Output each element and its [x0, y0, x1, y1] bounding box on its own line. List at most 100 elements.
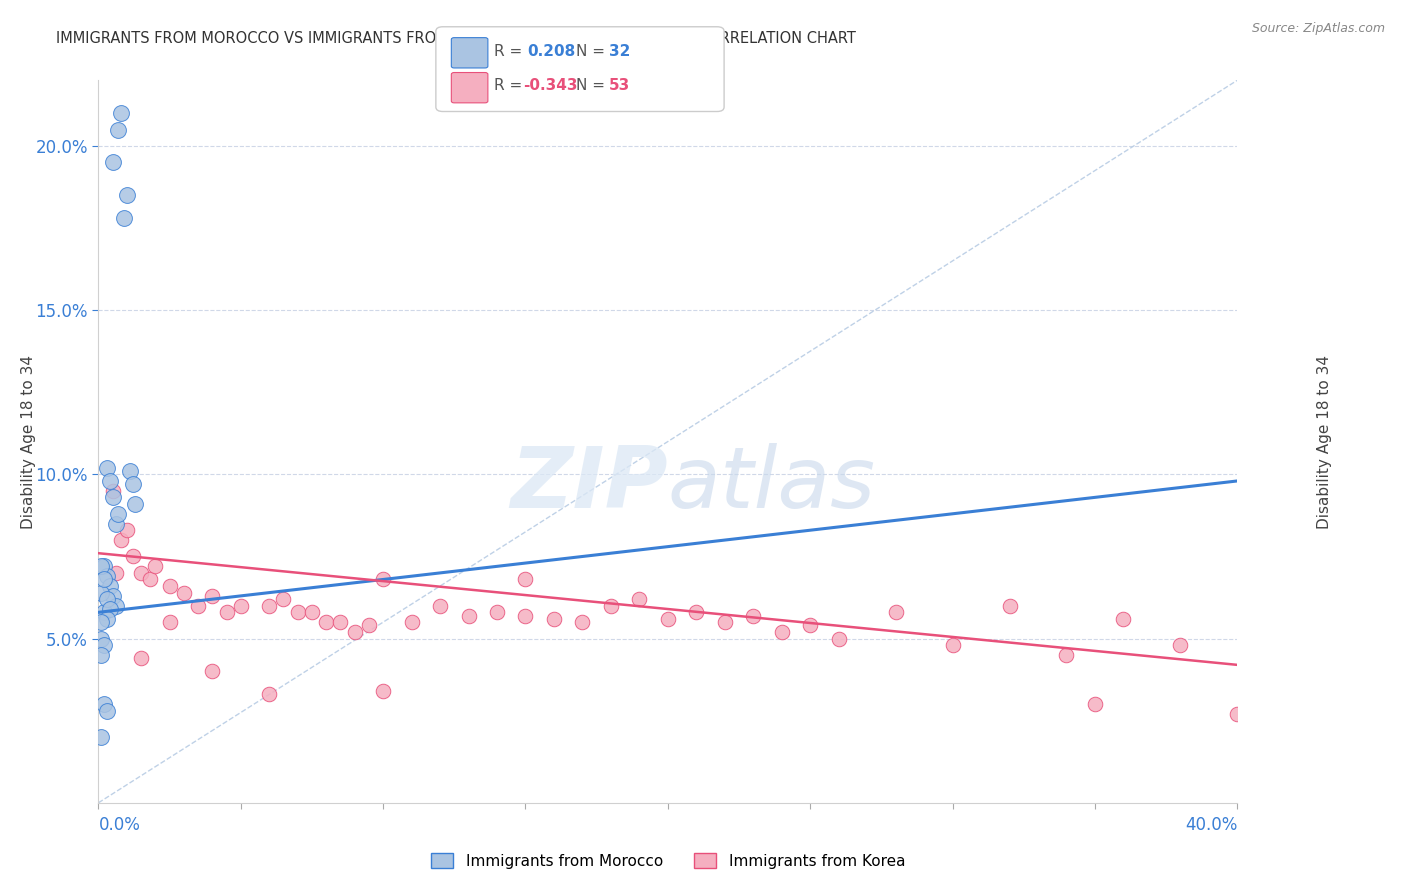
Point [301, 605, 323, 619]
Point [112, 211, 135, 226]
Text: Source: ZipAtlas.com: Source: ZipAtlas.com [1251, 22, 1385, 36]
Text: 53: 53 [609, 78, 630, 94]
Point [101, 155, 124, 169]
Point [104, 516, 127, 531]
Text: R =: R = [494, 44, 527, 59]
Point [259, 599, 281, 613]
Point [104, 566, 127, 580]
Point [357, 618, 380, 632]
Point [259, 687, 281, 701]
Point [104, 599, 127, 613]
Point [315, 615, 337, 630]
Text: atlas: atlas [668, 443, 876, 526]
Point [93, 573, 115, 587]
Text: N =: N = [576, 78, 610, 94]
Point [93, 698, 115, 712]
Point [145, 559, 167, 574]
Point [93, 605, 115, 619]
Y-axis label: Disability Age 18 to 34: Disability Age 18 to 34 [21, 354, 35, 529]
Point [90, 585, 112, 599]
Point [90, 615, 112, 630]
Point [543, 612, 565, 626]
Point [998, 599, 1021, 613]
Point [1112, 612, 1135, 626]
Point [884, 605, 907, 619]
Point [1170, 638, 1192, 652]
Point [942, 638, 965, 652]
Point [96, 460, 118, 475]
Point [1226, 707, 1249, 722]
Point [273, 592, 295, 607]
Point [657, 612, 679, 626]
Text: N =: N = [576, 44, 610, 59]
Point [329, 615, 352, 630]
Point [742, 608, 765, 623]
Text: -0.343: -0.343 [523, 78, 578, 94]
Point [770, 625, 793, 640]
Point [628, 592, 651, 607]
Point [201, 589, 224, 603]
Point [121, 477, 143, 491]
Point [215, 605, 238, 619]
Point [828, 632, 851, 646]
Point [115, 188, 138, 202]
Point [96, 704, 118, 718]
Point [287, 605, 309, 619]
Text: R =: R = [494, 78, 527, 94]
Point [173, 585, 195, 599]
Point [90, 632, 112, 646]
Point [571, 615, 593, 630]
Point [159, 579, 181, 593]
Point [107, 122, 129, 136]
Point [110, 533, 132, 547]
Point [159, 615, 181, 630]
Point [129, 651, 152, 665]
Point [486, 605, 509, 619]
Text: IMMIGRANTS FROM MOROCCO VS IMMIGRANTS FROM KOREA DISABILITY AGE 18 TO 34 CORRELA: IMMIGRANTS FROM MOROCCO VS IMMIGRANTS FR… [56, 31, 856, 46]
Point [600, 599, 623, 613]
Point [187, 599, 209, 613]
Point [96, 569, 118, 583]
Point [429, 599, 451, 613]
Text: ZIP: ZIP [510, 443, 668, 526]
Point [101, 491, 124, 505]
Point [110, 106, 132, 120]
Text: 32: 32 [609, 44, 630, 59]
Point [685, 605, 707, 619]
Y-axis label: Disability Age 18 to 34: Disability Age 18 to 34 [1317, 354, 1331, 529]
Point [201, 665, 224, 679]
Point [129, 566, 152, 580]
Point [714, 615, 737, 630]
Point [515, 573, 537, 587]
Point [229, 599, 252, 613]
Point [799, 618, 821, 632]
Point [373, 684, 395, 698]
Point [98, 602, 121, 616]
Point [96, 612, 118, 626]
Point [98, 579, 121, 593]
Point [1084, 698, 1107, 712]
Point [115, 523, 138, 537]
Text: 0.208: 0.208 [527, 44, 575, 59]
Point [93, 559, 115, 574]
Point [101, 483, 124, 498]
Legend: Immigrants from Morocco, Immigrants from Korea: Immigrants from Morocco, Immigrants from… [425, 847, 911, 875]
Point [90, 559, 112, 574]
Point [1056, 648, 1078, 662]
Point [93, 638, 115, 652]
Point [98, 474, 121, 488]
Point [118, 464, 141, 478]
Point [90, 648, 112, 662]
Text: 0.0%: 0.0% [98, 816, 141, 834]
Point [343, 625, 366, 640]
Point [401, 615, 423, 630]
Point [90, 730, 112, 744]
Point [373, 573, 395, 587]
Point [96, 592, 118, 607]
Point [101, 589, 124, 603]
Point [457, 608, 479, 623]
Point [107, 507, 129, 521]
Text: 40.0%: 40.0% [1185, 816, 1237, 834]
Point [124, 497, 146, 511]
Point [138, 573, 160, 587]
